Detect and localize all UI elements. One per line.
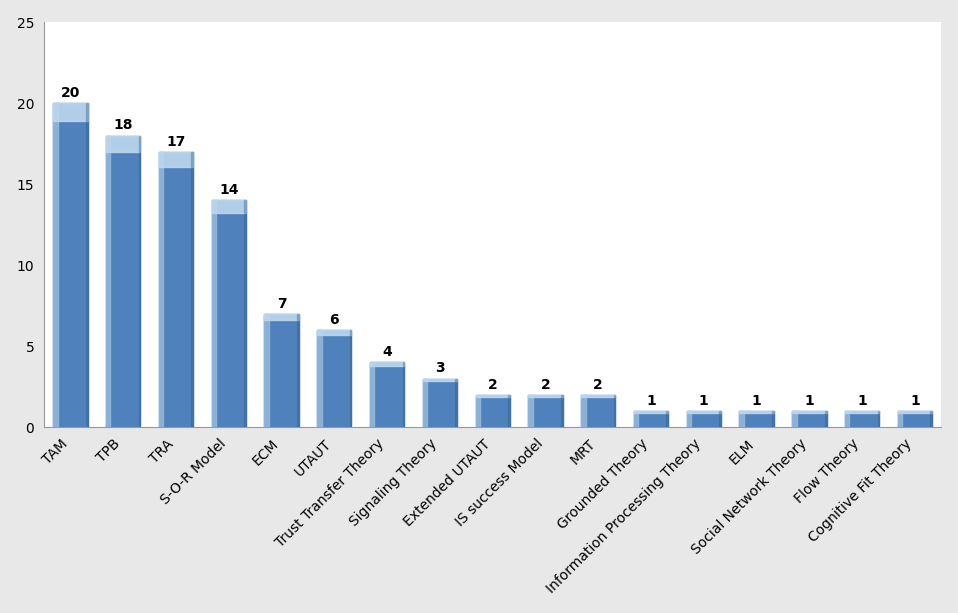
- Bar: [192, 152, 194, 427]
- Bar: [264, 314, 299, 427]
- Bar: [264, 314, 299, 320]
- Bar: [740, 411, 774, 413]
- Bar: [634, 411, 638, 427]
- Bar: [370, 362, 404, 427]
- Bar: [106, 135, 140, 427]
- Bar: [634, 411, 668, 413]
- Bar: [475, 395, 510, 427]
- Text: 1: 1: [805, 394, 814, 408]
- Bar: [317, 330, 322, 427]
- Bar: [159, 152, 194, 427]
- Bar: [370, 362, 404, 366]
- Text: 2: 2: [593, 378, 604, 392]
- Text: 20: 20: [60, 86, 80, 100]
- Bar: [878, 411, 879, 427]
- Bar: [528, 395, 562, 397]
- Text: 2: 2: [488, 378, 497, 392]
- Bar: [317, 330, 352, 427]
- Bar: [54, 103, 87, 121]
- Text: 1: 1: [857, 394, 867, 408]
- Bar: [86, 103, 87, 427]
- Bar: [402, 362, 404, 427]
- Bar: [825, 411, 827, 427]
- Bar: [106, 135, 140, 151]
- Bar: [455, 379, 457, 427]
- Text: 1: 1: [910, 394, 920, 408]
- Bar: [422, 379, 457, 427]
- Bar: [898, 411, 932, 427]
- Bar: [582, 395, 615, 427]
- Bar: [475, 395, 480, 427]
- Text: 18: 18: [113, 118, 133, 132]
- Bar: [54, 103, 57, 427]
- Text: 1: 1: [646, 394, 656, 408]
- Bar: [898, 411, 902, 427]
- Bar: [508, 395, 510, 427]
- Text: 2: 2: [540, 378, 550, 392]
- Bar: [350, 330, 352, 427]
- Bar: [560, 395, 562, 427]
- Bar: [614, 395, 615, 427]
- Bar: [106, 135, 110, 427]
- Bar: [740, 411, 774, 427]
- Bar: [845, 411, 879, 427]
- Bar: [297, 314, 299, 427]
- Bar: [687, 411, 721, 427]
- Bar: [528, 395, 562, 427]
- Bar: [845, 411, 850, 427]
- Bar: [212, 200, 217, 427]
- Text: 14: 14: [219, 183, 239, 197]
- Bar: [317, 330, 352, 335]
- Text: 1: 1: [699, 394, 709, 408]
- Bar: [528, 395, 533, 427]
- Text: 1: 1: [752, 394, 762, 408]
- Bar: [159, 152, 163, 427]
- Bar: [159, 152, 194, 167]
- Bar: [370, 362, 375, 427]
- Bar: [687, 411, 721, 413]
- Bar: [634, 411, 668, 427]
- Bar: [475, 395, 510, 397]
- Bar: [898, 411, 932, 413]
- Bar: [264, 314, 269, 427]
- Text: 17: 17: [167, 134, 186, 148]
- Text: 3: 3: [435, 361, 445, 375]
- Bar: [582, 395, 585, 427]
- Bar: [422, 379, 427, 427]
- Bar: [719, 411, 721, 427]
- Bar: [212, 200, 246, 213]
- Bar: [139, 135, 140, 427]
- Bar: [667, 411, 668, 427]
- Bar: [930, 411, 932, 427]
- Bar: [792, 411, 827, 413]
- Text: 4: 4: [382, 345, 392, 359]
- Bar: [54, 103, 87, 427]
- Bar: [244, 200, 246, 427]
- Bar: [212, 200, 246, 427]
- Text: 6: 6: [330, 313, 339, 327]
- Bar: [582, 395, 615, 397]
- Bar: [687, 411, 691, 427]
- Bar: [792, 411, 797, 427]
- Bar: [845, 411, 879, 413]
- Text: 7: 7: [277, 297, 286, 311]
- Bar: [740, 411, 744, 427]
- Bar: [422, 379, 457, 381]
- Bar: [772, 411, 774, 427]
- Bar: [792, 411, 827, 427]
